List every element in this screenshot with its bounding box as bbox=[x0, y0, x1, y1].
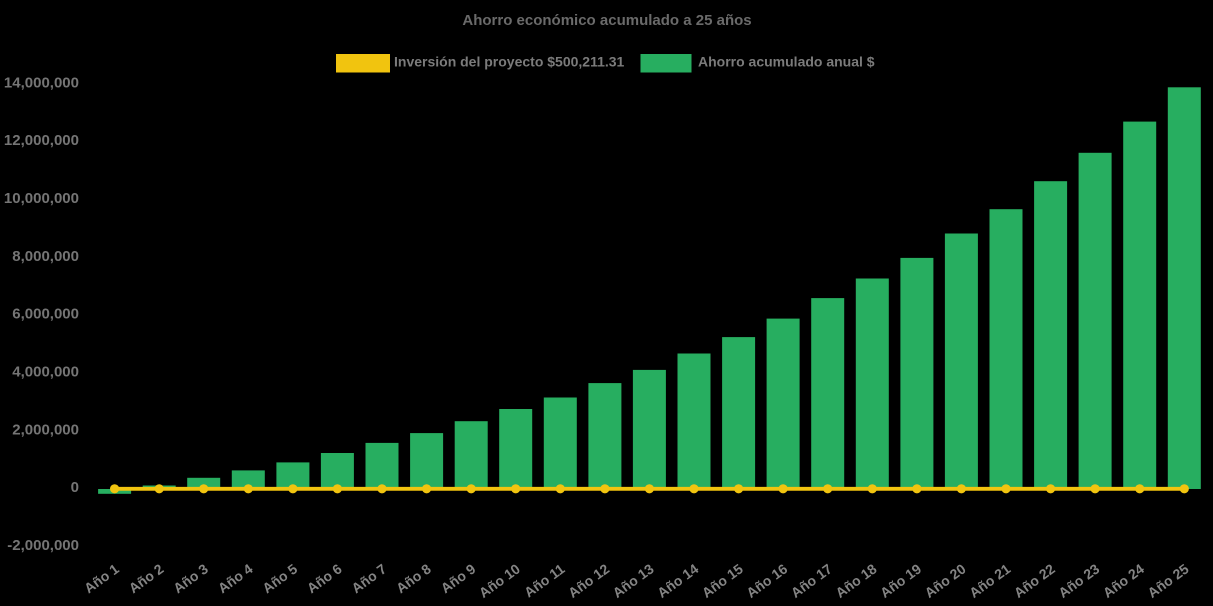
svg-text:0: 0 bbox=[71, 479, 79, 496]
svg-text:Inversión del proyecto $500,21: Inversión del proyecto $500,211.31 bbox=[394, 54, 625, 70]
svg-text:14,000,000: 14,000,000 bbox=[4, 74, 79, 91]
svg-text:Ahorro económico acumulado a 2: Ahorro económico acumulado a 25 años bbox=[462, 12, 751, 29]
svg-text:Ahorro acumulado anual $: Ahorro acumulado anual $ bbox=[698, 54, 875, 70]
svg-text:12,000,000: 12,000,000 bbox=[4, 132, 79, 149]
svg-text:10,000,000: 10,000,000 bbox=[4, 190, 79, 207]
svg-text:4,000,000: 4,000,000 bbox=[12, 364, 79, 381]
svg-text:-2,000,000: -2,000,000 bbox=[7, 537, 79, 554]
svg-text:2,000,000: 2,000,000 bbox=[12, 421, 79, 438]
svg-text:6,000,000: 6,000,000 bbox=[12, 306, 79, 323]
svg-text:8,000,000: 8,000,000 bbox=[12, 248, 79, 265]
